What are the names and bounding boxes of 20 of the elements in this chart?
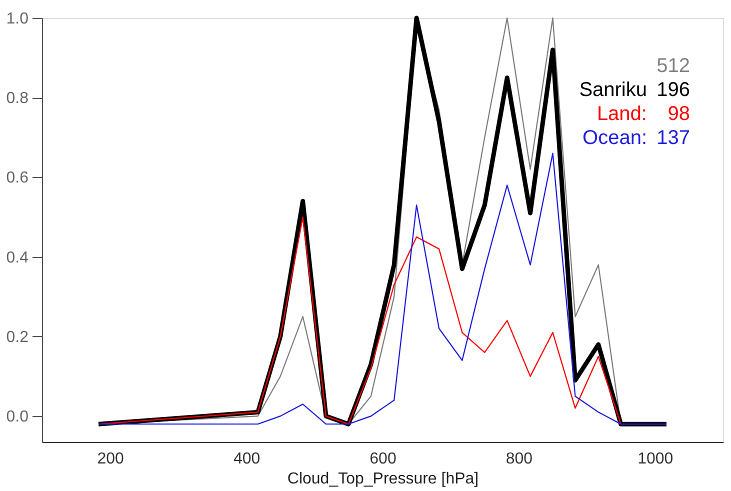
- x-tick-label: 800: [506, 450, 533, 468]
- y-tick-label: 0.8: [6, 90, 29, 108]
- y-tick-label: 0.6: [6, 170, 29, 187]
- text: Land:: [596, 103, 647, 125]
- annotation: 512: [656, 55, 690, 77]
- x-axis-title: Cloud_Top_Pressure [hPa]: [287, 470, 479, 488]
- y-tick-label: 0.4: [6, 249, 29, 266]
- annotation: 137: [656, 127, 690, 149]
- x-tick-label: 1000: [638, 450, 674, 468]
- y-tick-label: 0.2: [6, 329, 29, 346]
- x-tick-label: 200: [97, 450, 124, 468]
- y-tick-label: 1.0: [6, 10, 29, 28]
- x-tick-label: 600: [370, 450, 396, 468]
- series-label: Sanriku: [579, 79, 647, 101]
- annotation: 98: [668, 103, 690, 125]
- y-tick-label: 0.0: [6, 408, 29, 426]
- series-label: Ocean:: [582, 127, 647, 149]
- annotation: 196: [656, 79, 690, 101]
- line-series: [98, 152, 668, 425]
- x-tick-label: 400: [233, 450, 260, 468]
